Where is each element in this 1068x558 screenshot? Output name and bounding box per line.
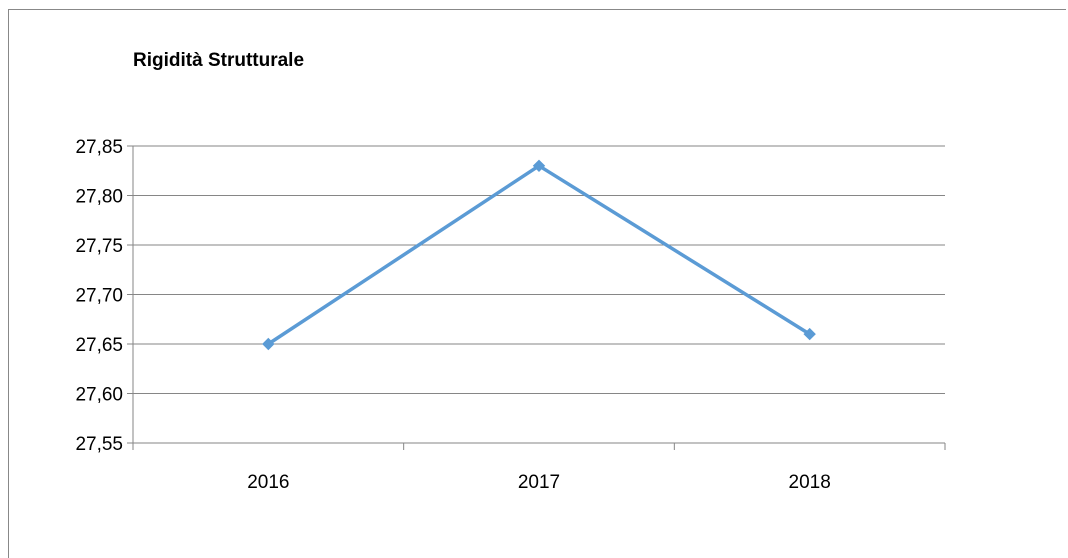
y-tick-label: 27,75	[75, 236, 123, 257]
x-tick-label: 2017	[518, 472, 560, 493]
series-group	[262, 159, 816, 351]
chart-title: Rigidità Strutturale	[133, 50, 305, 71]
y-tick-label: 27,80	[75, 187, 123, 208]
y-tick-label: 27,85	[75, 137, 123, 158]
y-tick-label: 27,55	[75, 434, 123, 455]
x-tick-label: 2016	[247, 472, 289, 493]
data-point	[532, 159, 546, 173]
series-line	[267, 164, 811, 346]
chart-frame	[8, 9, 1066, 558]
y-tick-labels: 27,55 27,60 27,65 27,70 27,75 27,80 27,85	[75, 137, 123, 455]
gridlines	[127, 145, 945, 444]
x-tick-label: 2018	[789, 472, 831, 493]
y-tick-label: 27,65	[75, 335, 123, 356]
x-tick-labels: 2016 2017 2018	[247, 472, 831, 493]
data-point	[262, 337, 275, 351]
y-tick-label: 27,60	[75, 385, 123, 406]
y-tick-label: 27,70	[75, 286, 123, 307]
axes	[132, 146, 946, 450]
data-point	[803, 327, 816, 341]
